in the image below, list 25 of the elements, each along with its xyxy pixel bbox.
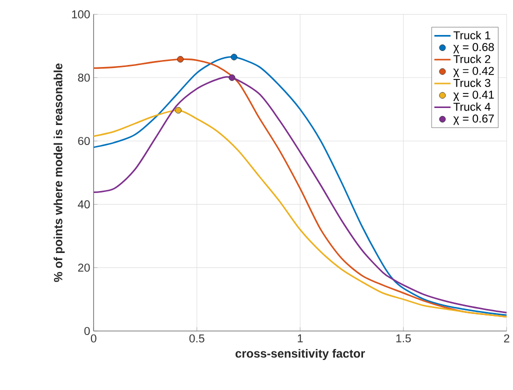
point (175, 106, 182, 114)
legend-label: Truck 1 (453, 30, 490, 40)
y-tick-label: 100 (72, 10, 90, 18)
y-tick-label: 80 (78, 74, 90, 82)
y-tick-label: 20 (78, 264, 90, 272)
x-tick-label: 0.5 (189, 334, 204, 342)
y-tick-label: 0 (84, 326, 90, 335)
legend-label: Truck 3 (453, 78, 490, 87)
x-tick-label: 1.5 (396, 334, 411, 342)
legend-label: χ = 0.42 (453, 66, 494, 78)
legend-label: χ = 0.67 (453, 114, 494, 125)
point (177, 56, 184, 62)
legend-label: Truck 2 (453, 54, 490, 64)
x-axis-title: cross-sensitivity factor (236, 348, 365, 360)
y-tick-label: 40 (78, 200, 90, 208)
legend-label: Truck 4 (453, 102, 490, 111)
x-tick-label: 2 (504, 334, 510, 342)
x-tick-label: 1 (298, 334, 303, 342)
legend-label: χ = 0.68 (453, 42, 494, 54)
point (228, 74, 236, 81)
y-tick-label: 60 (78, 136, 90, 145)
y-axis-title: % of points where model is reasonable (54, 63, 65, 282)
point (230, 54, 238, 60)
x-tick-label: 0 (90, 334, 96, 342)
legend-label: χ = 0.41 (453, 90, 494, 101)
